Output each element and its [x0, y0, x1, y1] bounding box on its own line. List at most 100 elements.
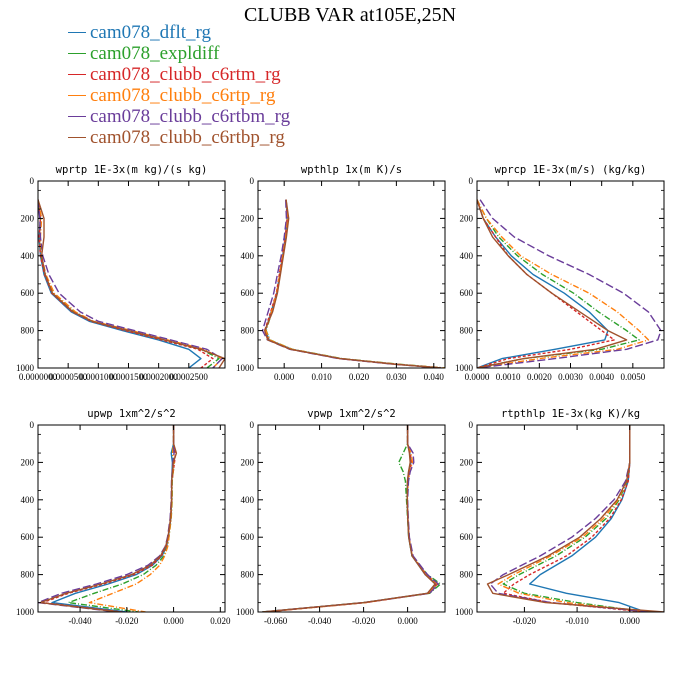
- series-line: [38, 199, 223, 368]
- series-line: [502, 425, 646, 612]
- legend-label: cam078_dflt_rg: [90, 22, 212, 43]
- figure-title: CLUBB VAR at105E,25N: [243, 4, 457, 26]
- x-tick-label: 0.0002500: [170, 372, 209, 382]
- y-tick-label: 200: [241, 457, 255, 467]
- series-line: [489, 425, 651, 612]
- y-tick-label: 800: [241, 570, 255, 580]
- series-line: [265, 199, 445, 368]
- series-line: [67, 425, 176, 612]
- chart-panel: wpthlp 1x(m K)/s 0 200 400 600 800 1000 0.000 0.…: [236, 164, 446, 382]
- series-line: [38, 199, 214, 368]
- x-tick-label: 0.0001000: [79, 372, 118, 382]
- y-tick-label: 600: [21, 288, 35, 298]
- y-tick-label: 0: [30, 176, 35, 186]
- y-tick-label: 1000: [236, 363, 255, 373]
- y-tick-label: 1000: [16, 363, 35, 373]
- series-line: [264, 425, 438, 612]
- y-tick-label: 800: [21, 326, 35, 336]
- series-line: [502, 425, 646, 612]
- y-tick-label: 200: [21, 213, 35, 223]
- series-line: [39, 425, 178, 612]
- y-tick-label: 600: [460, 288, 474, 298]
- legend-item: cam078_expldiff: [68, 43, 290, 64]
- panel-title: wprcp 1E-3x(m/s) (kg/kg): [495, 164, 647, 176]
- y-tick-label: 800: [241, 326, 255, 336]
- legend-swatch: [68, 74, 86, 75]
- y-tick-label: 200: [21, 457, 35, 467]
- series-line: [477, 199, 609, 368]
- series-group: [38, 425, 178, 612]
- legend-swatch: [68, 53, 86, 54]
- series-line: [477, 199, 615, 368]
- panel-title: rtpthlp 1E-3x(kg K)/kg: [501, 408, 640, 420]
- series-line: [477, 199, 628, 368]
- series-line: [262, 425, 440, 612]
- series-line: [486, 425, 664, 612]
- x-tick-label: -0.060: [264, 616, 288, 626]
- y-tick-label: 0: [30, 420, 35, 430]
- y-tick-label: 200: [460, 213, 474, 223]
- series-line: [477, 199, 662, 368]
- x-tick-label: -0.010: [565, 616, 589, 626]
- chart-panel: wprcp 1E-3x(m/s) (kg/kg) 0 200 400 600 800 100…: [455, 164, 665, 382]
- x-tick-label: 0.020: [210, 616, 231, 626]
- plot-frame: [257, 424, 446, 613]
- series-line: [265, 199, 445, 368]
- y-tick-label: 800: [21, 570, 35, 580]
- y-tick-label: 400: [241, 495, 255, 505]
- legend-swatch: [68, 32, 86, 33]
- series-line: [264, 199, 442, 368]
- x-tick-label: -0.020: [115, 616, 139, 626]
- y-tick-label: 1000: [455, 607, 474, 617]
- legend-swatch: [68, 116, 86, 117]
- x-tick-label: -0.020: [352, 616, 376, 626]
- y-tick-label: 800: [460, 570, 474, 580]
- y-tick-label: 400: [460, 251, 474, 261]
- y-tick-label: 0: [250, 176, 255, 186]
- series-line: [262, 425, 442, 612]
- legend-item: cam078_clubb_c6rtp_rg: [68, 85, 290, 106]
- y-tick-label: 400: [21, 495, 35, 505]
- legend-item: cam078_clubb_c6rtbp_rg: [68, 127, 290, 148]
- y-tick-label: 600: [241, 532, 255, 542]
- panel-title: wpthlp 1x(m K)/s: [301, 164, 402, 176]
- legend-label: cam078_clubb_c6rtbp_rg: [90, 127, 285, 148]
- x-tick-label: 0.0002000: [140, 372, 179, 382]
- x-tick-label: 0.030: [386, 372, 407, 382]
- series-group: [262, 425, 442, 612]
- legend-item: cam078_dflt_rg: [68, 22, 290, 43]
- series-line: [264, 199, 442, 368]
- legend-label: cam078_expldiff: [90, 43, 220, 64]
- legend-label: cam078_clubb_c6rtm_rg: [90, 64, 281, 85]
- y-tick-label: 600: [21, 532, 35, 542]
- x-tick-label: 0.0010: [496, 372, 521, 382]
- series-line: [264, 425, 438, 612]
- x-tick-label: 0.0030: [558, 372, 583, 382]
- x-tick-label: 0.000: [274, 372, 295, 382]
- panel-title: wprtp 1E-3x(m kg)/(s kg): [56, 164, 208, 176]
- x-tick-label: 0.0000: [465, 372, 490, 382]
- x-tick-label: 0.0020: [527, 372, 552, 382]
- x-tick-label: 0.0000000: [19, 372, 58, 382]
- x-tick-label: -0.040: [68, 616, 92, 626]
- plot-frame: [476, 424, 665, 613]
- plot-frame: [257, 180, 446, 369]
- y-tick-label: 400: [460, 495, 474, 505]
- legend-swatch: [68, 95, 86, 96]
- series-line: [264, 199, 442, 368]
- y-tick-label: 1000: [236, 607, 255, 617]
- y-tick-label: 600: [241, 288, 255, 298]
- legend-item: cam078_clubb_c6rtm_rg: [68, 64, 290, 85]
- legend: cam078_dflt_rg cam078_expldiff cam078_cl…: [68, 22, 290, 148]
- series-group: [477, 199, 662, 368]
- series-line: [529, 425, 646, 612]
- series-line: [477, 199, 650, 368]
- x-tick-label: 0.0001500: [109, 372, 148, 382]
- series-line: [497, 425, 646, 612]
- series-line: [38, 199, 220, 368]
- series-line: [262, 425, 436, 612]
- x-tick-label: 0.000: [163, 616, 184, 626]
- panel-title: vpwp 1xm^2/s^2: [307, 408, 396, 420]
